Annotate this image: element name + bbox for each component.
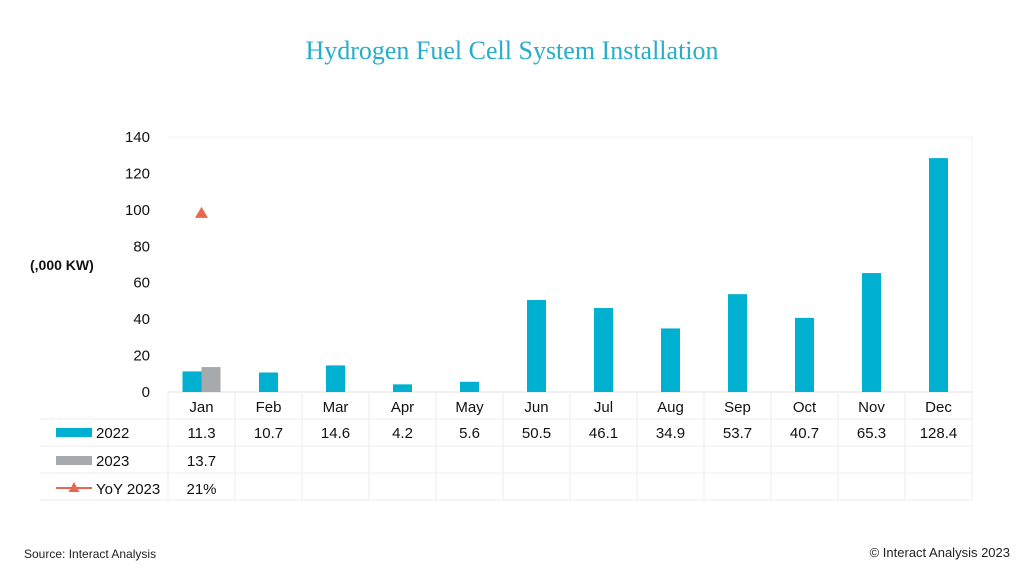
data-table-cell: 10.7 bbox=[254, 425, 283, 442]
x-tick-label: Jun bbox=[524, 399, 548, 416]
bar-2022 bbox=[929, 158, 948, 392]
legend-swatch-2022 bbox=[56, 428, 92, 437]
legend-label: YoY 2023 bbox=[96, 481, 160, 498]
data-table-cell: 4.2 bbox=[392, 425, 413, 442]
bar-2022 bbox=[862, 273, 881, 392]
data-table-cell: 53.7 bbox=[723, 425, 752, 442]
bar-2022 bbox=[728, 294, 747, 392]
data-table-cell: 40.7 bbox=[790, 425, 819, 442]
bar-2022 bbox=[795, 317, 814, 392]
data-table-lines bbox=[40, 136, 973, 501]
y-tick-label: 20 bbox=[133, 348, 150, 365]
bar-2023 bbox=[201, 367, 221, 392]
x-tick-label: Nov bbox=[858, 399, 885, 416]
y-axis-label: (,000 KW) bbox=[30, 257, 94, 273]
bar-2022 bbox=[661, 328, 680, 392]
bar-2022 bbox=[460, 381, 479, 392]
y-tick-label: 40 bbox=[133, 311, 150, 328]
data-table-cell: 13.7 bbox=[187, 453, 216, 470]
x-tick-label: Feb bbox=[256, 399, 282, 416]
chart-title: Hydrogen Fuel Cell System Installation bbox=[305, 36, 719, 65]
x-tick-label: Dec bbox=[925, 399, 952, 416]
x-tick-label: May bbox=[455, 399, 484, 416]
bar-2022 bbox=[259, 372, 278, 392]
data-table-cell: 128.4 bbox=[920, 425, 958, 442]
data-table-cell: 50.5 bbox=[522, 425, 551, 442]
x-axis: Jan Feb Mar Apr May Jun Jul Aug Sep Oct Nov Dec bbox=[189, 399, 952, 416]
bar-2022 bbox=[393, 384, 412, 392]
legend-marker-yoy bbox=[68, 482, 80, 492]
bar-2022 bbox=[594, 308, 613, 392]
x-tick-label: Sep bbox=[724, 399, 751, 416]
x-tick-label: Apr bbox=[391, 399, 414, 416]
bars-group bbox=[182, 158, 948, 392]
yoy-marker bbox=[195, 206, 208, 218]
bar-2022 bbox=[326, 365, 345, 392]
markers-group bbox=[195, 206, 208, 218]
y-tick-label: 60 bbox=[133, 275, 150, 292]
data-table-cell: 21% bbox=[186, 481, 216, 498]
bar-2022 bbox=[527, 300, 546, 392]
x-tick-label: Jan bbox=[189, 399, 213, 416]
y-tick-label: 120 bbox=[125, 165, 150, 182]
legend-label: 2023 bbox=[96, 453, 129, 470]
x-tick-label: Jul bbox=[594, 399, 613, 416]
source-note: Source: Interact Analysis bbox=[24, 547, 157, 561]
legend-label: 2022 bbox=[96, 425, 129, 442]
data-table-cell: 5.6 bbox=[459, 425, 480, 442]
x-tick-label: Oct bbox=[793, 399, 817, 416]
data-table-cell: 46.1 bbox=[589, 425, 618, 442]
x-tick-label: Aug bbox=[657, 399, 684, 416]
y-tick-label: 80 bbox=[133, 238, 150, 255]
data-table: 2022 11.3 10.7 14.6 4.2 5.6 50.5 46.1 34.9 53.7 40… bbox=[56, 425, 957, 498]
data-table-cell: 14.6 bbox=[321, 425, 350, 442]
x-tick-label: Mar bbox=[323, 399, 349, 416]
y-tick-label: 100 bbox=[125, 202, 150, 219]
bar-2022 bbox=[182, 371, 202, 392]
data-table-cell: 65.3 bbox=[857, 425, 886, 442]
copyright-note: © Interact Analysis 2023 bbox=[869, 545, 1010, 560]
legend-swatch-2023 bbox=[56, 456, 92, 465]
data-table-cell: 11.3 bbox=[187, 425, 215, 442]
data-table-cell: 34.9 bbox=[656, 425, 685, 442]
y-tick-label: 140 bbox=[125, 129, 150, 146]
y-axis: 0 20 40 60 80 100 120 140 bbox=[125, 129, 150, 401]
y-tick-label: 0 bbox=[142, 384, 150, 401]
